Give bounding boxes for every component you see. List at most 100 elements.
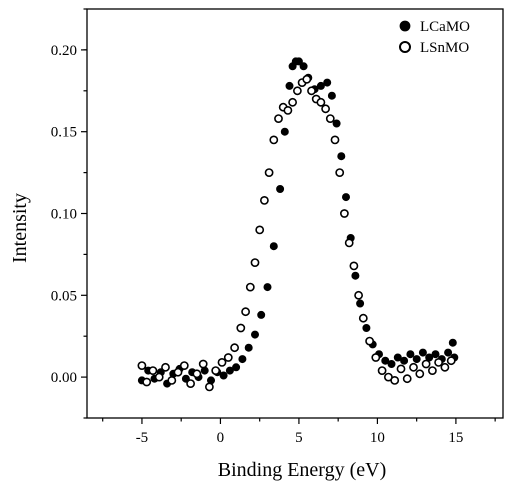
- data-point: [427, 366, 437, 375]
- data-point: [244, 343, 253, 352]
- data-point: [412, 355, 421, 364]
- data-point: [137, 361, 147, 370]
- legend-label-lsnmo: LSnMO: [420, 40, 469, 56]
- data-point: [316, 97, 326, 107]
- data-point: [285, 81, 294, 90]
- data-point: [259, 195, 269, 205]
- legend-marker-lsnmo: [399, 41, 411, 53]
- data-point: [349, 261, 359, 271]
- data-point: [316, 81, 325, 90]
- data-point: [421, 359, 431, 369]
- data-point: [418, 348, 427, 357]
- data-point: [250, 258, 260, 267]
- data-point: [257, 310, 266, 319]
- data-point: [323, 78, 332, 87]
- data-point: [321, 104, 330, 114]
- data-point: [381, 356, 390, 365]
- data-point: [393, 353, 402, 362]
- data-point: [255, 225, 265, 235]
- ticks: -5 0 5 10 15 0.00 0.05 0.10 0.15 0.20: [51, 8, 496, 446]
- x-axis-title: Binding Energy (eV): [218, 459, 387, 481]
- data-point: [371, 353, 381, 362]
- y-axis-title: Intensity: [9, 193, 31, 263]
- data-point: [434, 357, 443, 367]
- data-point: [173, 367, 183, 377]
- legend-marker-lcamo: [399, 20, 411, 32]
- data-point: [280, 127, 289, 136]
- x-tick-label: 10: [370, 430, 385, 446]
- data-point: [211, 366, 221, 375]
- y-tick-label: 0.20: [51, 43, 77, 59]
- y-tick-label: 0.15: [51, 125, 77, 141]
- data-point: [444, 348, 453, 357]
- data-point: [250, 330, 259, 339]
- x-tick-label: 15: [448, 430, 463, 446]
- data-point: [415, 369, 425, 379]
- data-point: [269, 135, 279, 145]
- data-point: [238, 355, 247, 364]
- data-point: [142, 377, 152, 387]
- data-point: [362, 323, 371, 332]
- data-point: [204, 382, 214, 392]
- data-point: [356, 299, 365, 308]
- y-tick-label: 0.05: [51, 288, 77, 304]
- data-point: [325, 114, 335, 123]
- data-point: [337, 152, 346, 161]
- data-point: [365, 336, 374, 346]
- data-point: [288, 97, 297, 107]
- data-point: [225, 366, 234, 375]
- data-point: [377, 366, 387, 375]
- data-point: [161, 362, 170, 372]
- data-point: [409, 362, 418, 372]
- data-point: [400, 356, 409, 365]
- data-point: [327, 91, 336, 100]
- data-point: [302, 74, 312, 84]
- data-point: [198, 359, 208, 369]
- data-point: [274, 114, 283, 123]
- series-layer: [137, 57, 459, 392]
- data-point: [406, 350, 415, 359]
- x-tick-label: 0: [217, 430, 225, 446]
- x-tick-label: -5: [136, 430, 149, 446]
- data-point: [390, 375, 400, 385]
- data-point: [402, 374, 412, 384]
- data-point: [179, 361, 189, 370]
- data-point: [431, 350, 440, 359]
- data-point: [236, 323, 246, 333]
- data-point: [186, 379, 195, 388]
- data-point: [332, 119, 341, 128]
- series-lcamo: [137, 57, 459, 388]
- data-point: [344, 238, 354, 248]
- data-point: [223, 353, 233, 362]
- data-point: [232, 363, 241, 372]
- data-point: [217, 357, 227, 367]
- data-point: [448, 338, 457, 347]
- data-point: [299, 62, 308, 71]
- data-point: [387, 359, 396, 368]
- data-point: [335, 168, 345, 177]
- x-tick-label: 5: [295, 430, 303, 446]
- data-point: [276, 184, 285, 193]
- data-point: [269, 242, 278, 251]
- data-point: [396, 364, 406, 374]
- y-tick-label: 0.00: [51, 370, 77, 386]
- data-point: [230, 343, 239, 353]
- data-point: [354, 290, 363, 300]
- data-point: [219, 371, 228, 380]
- series-lsnmo: [137, 74, 456, 392]
- data-point: [351, 271, 360, 280]
- legend: LCaMO LSnMO: [399, 19, 470, 56]
- data-point: [341, 193, 350, 202]
- data-point: [292, 86, 302, 96]
- data-point: [283, 106, 293, 115]
- data-point: [154, 372, 164, 382]
- data-point: [307, 86, 316, 96]
- data-point: [148, 366, 158, 375]
- data-point: [263, 283, 272, 292]
- data-point: [294, 57, 303, 66]
- data-point: [446, 356, 456, 366]
- data-point: [339, 209, 349, 218]
- data-point: [245, 282, 255, 292]
- legend-label-lcamo: LCaMO: [420, 19, 470, 35]
